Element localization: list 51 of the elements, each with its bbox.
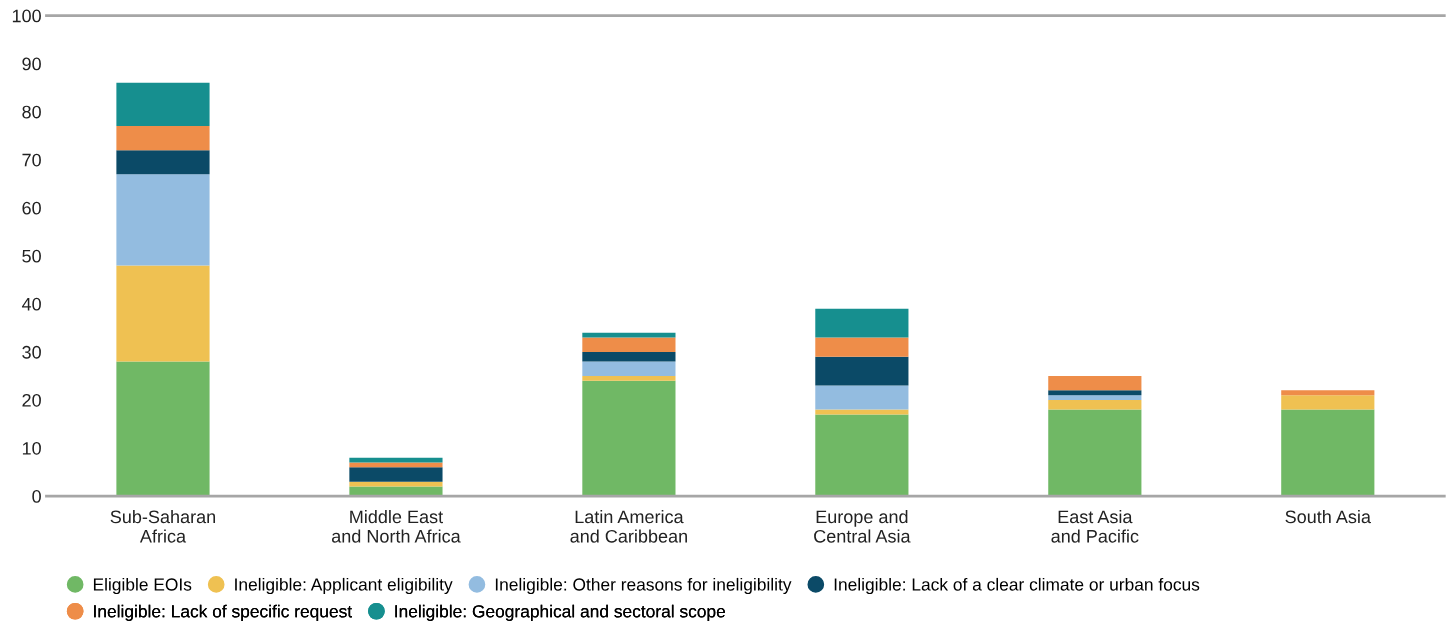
bar [116,126,210,151]
x-tick-label: East Asia and Pacific [1051,509,1139,543]
bar [116,174,210,266]
x-tick-label: Middle East and North Africa [331,509,461,543]
bar [349,462,443,468]
bar [116,82,210,127]
y-tick-label: 60 [22,201,41,215]
bar [116,150,210,175]
legend-label: Ineligible: Geographical and sectoral scope [395,604,725,621]
x-tick-label: Europe and Central Asia [814,509,911,543]
bar [349,467,443,482]
bar [1281,390,1375,396]
bar [582,361,676,376]
y-tick-label: 0 [32,490,41,503]
y-tick-label: 40 [21,297,41,311]
bar [116,265,210,362]
y-tick-label: 30 [22,345,41,359]
bar [815,308,909,338]
bar [1281,409,1375,497]
bar [116,361,210,497]
bar [815,414,909,497]
y-tick-label: 10 [22,441,41,455]
y-tick-label: 70 [22,153,41,167]
bar [582,337,676,352]
legend-label: Ineligible: Lack of a clear climate or urban focus [834,577,1200,595]
bar [815,337,909,357]
x-tick-label: Latin America and Caribbean [570,509,687,543]
legend-label: Ineligible: Lack of specific request [94,604,352,621]
bar [582,380,676,497]
x-tick-label: South Asia [1285,509,1371,524]
legend-label: Eligible EOIs [93,577,192,595]
bar [815,385,909,410]
y-tick-label: 80 [22,105,41,119]
bar [1048,375,1142,391]
bar [1048,395,1142,400]
bar [1048,409,1142,497]
y-tick-label: 90 [22,57,41,71]
y-tick-label: 20 [22,393,41,407]
bar [1048,390,1142,396]
y-tick-label: 100 [12,9,41,23]
legend-label: Ineligible: Applicant eligibility [235,577,453,595]
bar [582,332,676,338]
bar [815,356,909,386]
x-tick-label: Sub-Saharan Africa [110,509,216,543]
bar [1048,399,1142,410]
bar [1281,395,1375,410]
bar [582,375,676,381]
legend-label: Ineligible: Other reasons for ineligibility [495,577,792,595]
bar [349,486,443,497]
y-tick-label: 50 [22,249,41,263]
bar [582,351,676,362]
